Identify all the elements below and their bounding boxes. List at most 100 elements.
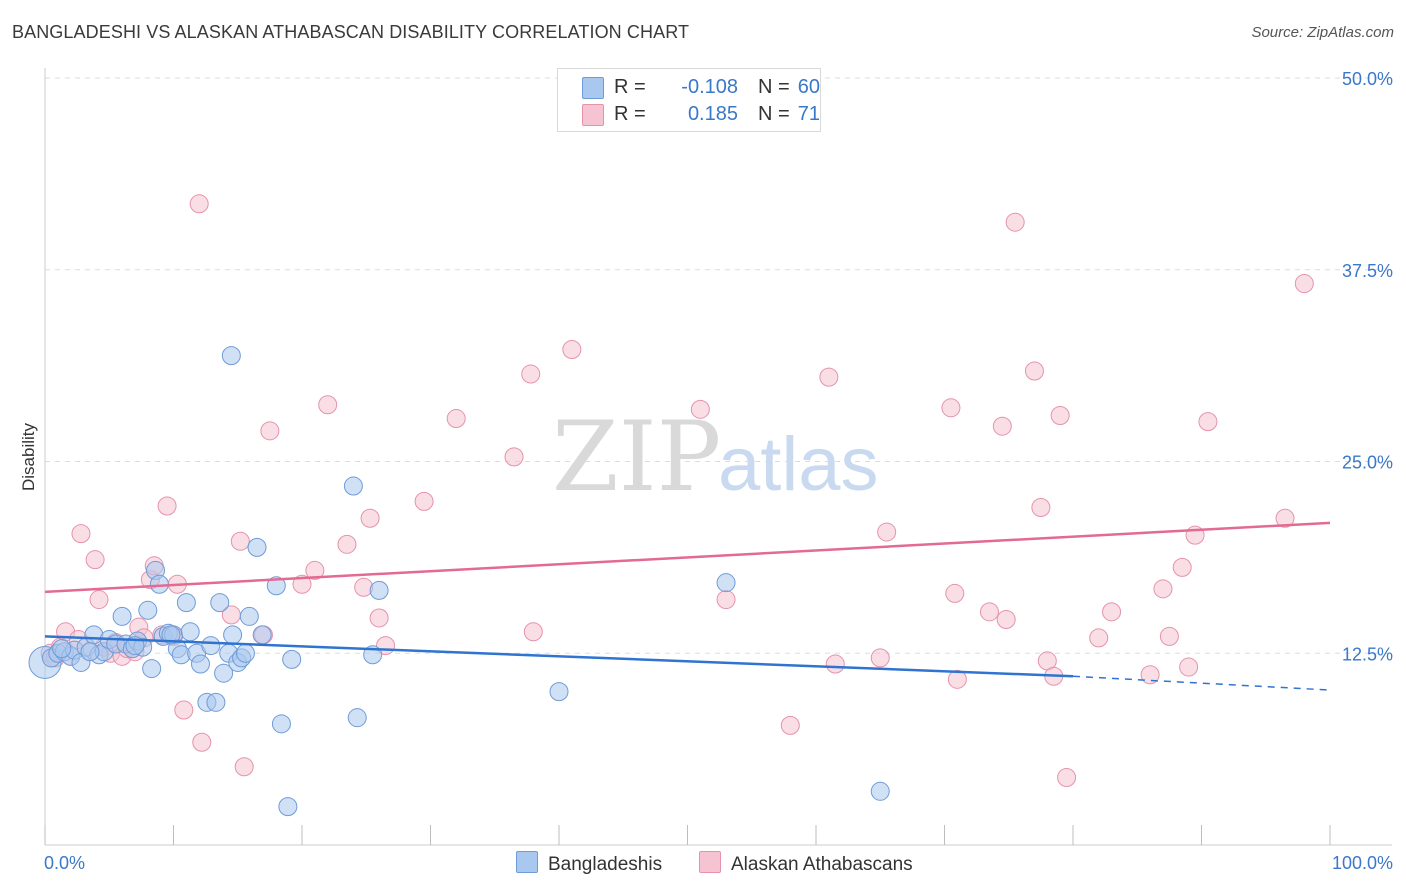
- data-point-alaskan-athabascan: [1057, 768, 1077, 788]
- y-tick-label: 12.5%: [1342, 644, 1393, 664]
- data-point-alaskan-athabascan: [369, 608, 389, 628]
- axis-labels: 12.5% 25.0% 37.5% 50.0% 0.0% 100.0% Disability: [19, 69, 1393, 873]
- data-point-bangladeshi: [239, 606, 259, 626]
- data-point-alaskan-athabascan: [292, 574, 312, 594]
- x-tick-label-max: 100.0%: [1332, 853, 1393, 873]
- data-point-alaskan-athabascan: [157, 496, 177, 516]
- data-point-bangladeshi: [252, 625, 272, 645]
- data-point-bangladeshi: [282, 649, 302, 669]
- data-point-alaskan-athabascan: [360, 508, 380, 528]
- data-point-bangladeshi: [80, 642, 100, 662]
- data-point-alaskan-athabascan: [562, 340, 582, 360]
- legend-r-value: -0.108: [681, 76, 738, 98]
- data-point-alaskan-athabascan: [1050, 405, 1070, 425]
- series-bangladeshis-points: [28, 346, 890, 817]
- data-point-alaskan-athabascan: [1005, 212, 1025, 232]
- data-point-bangladeshi: [201, 636, 221, 656]
- data-point-alaskan-athabascan: [979, 602, 999, 622]
- data-point-alaskan-athabascan: [1089, 628, 1109, 648]
- legend-n-value: 71: [797, 103, 820, 125]
- data-point-bangladeshi: [247, 537, 267, 557]
- data-point-alaskan-athabascan: [1179, 657, 1199, 677]
- data-point-bangladeshi: [180, 622, 200, 642]
- data-point-bangladeshi: [235, 643, 255, 663]
- legend-n-value: 60: [797, 76, 820, 98]
- legend-swatch-pink: [582, 104, 604, 126]
- data-point-alaskan-athabascan: [877, 522, 897, 542]
- data-point-bangladeshi: [206, 692, 226, 712]
- data-point-bangladeshi: [223, 625, 243, 645]
- bottom-legend-alaskan-athabascans: Alaskan Athabascans: [699, 851, 913, 876]
- correlation-legend: R = -0.108 N = 60 R = 0.185 N = 71: [557, 68, 821, 132]
- data-point-alaskan-athabascan: [446, 409, 466, 429]
- data-point-alaskan-athabascan: [234, 757, 254, 777]
- source-label: Source: ZipAtlas.com: [1251, 24, 1394, 41]
- data-point-alaskan-athabascan: [1198, 412, 1218, 432]
- data-point-bangladeshi: [112, 606, 132, 626]
- data-point-alaskan-athabascan: [690, 399, 710, 419]
- trend-line-bangladeshis: [44, 635, 1074, 678]
- data-point-bangladeshi: [278, 797, 298, 817]
- data-point-bangladeshi: [870, 781, 890, 801]
- data-point-bangladeshi: [214, 663, 234, 683]
- data-point-bangladeshi: [343, 476, 363, 496]
- data-point-bangladeshi: [142, 659, 162, 679]
- data-point-alaskan-athabascan: [523, 622, 543, 642]
- data-point-alaskan-athabascan: [870, 648, 890, 668]
- data-point-alaskan-athabascan: [1140, 665, 1160, 685]
- bottom-legend-swatch-pink: [699, 851, 721, 873]
- data-point-alaskan-athabascan: [1172, 557, 1192, 577]
- data-point-alaskan-athabascan: [1159, 626, 1179, 646]
- data-point-alaskan-athabascan: [71, 524, 91, 544]
- data-point-alaskan-athabascan: [89, 590, 109, 610]
- data-point-bangladeshi: [271, 714, 291, 734]
- trend-line-alaskan-athabascans: [44, 521, 1331, 594]
- data-point-alaskan-athabascan: [992, 416, 1012, 436]
- watermark: ZIP atlas: [552, 401, 879, 513]
- data-point-alaskan-athabascan: [230, 531, 250, 551]
- data-point-bangladeshi: [716, 573, 736, 593]
- data-point-alaskan-athabascan: [1031, 498, 1051, 518]
- data-point-alaskan-athabascan: [1102, 602, 1122, 622]
- data-point-bangladeshi: [138, 600, 158, 620]
- data-point-bangladeshi: [266, 576, 286, 596]
- data-point-alaskan-athabascan: [1153, 579, 1173, 599]
- data-point-bangladeshi: [221, 346, 241, 366]
- data-point-bangladeshi: [52, 639, 72, 659]
- data-point-bangladeshi: [176, 593, 196, 613]
- bottom-legend-bangladeshis: Bangladeshis: [516, 851, 662, 876]
- y-tick-label: 50.0%: [1342, 69, 1393, 89]
- data-point-alaskan-athabascan: [716, 590, 736, 610]
- legend-r-value: 0.185: [687, 103, 738, 125]
- bottom-legend-label: Bangladeshis: [548, 854, 663, 875]
- bottom-legend-swatch-blue: [516, 851, 538, 873]
- data-point-bangladeshi: [347, 708, 367, 728]
- legend-swatch-blue: [582, 77, 604, 99]
- data-point-alaskan-athabascan: [1024, 361, 1044, 381]
- y-tick-label: 25.0%: [1342, 453, 1393, 473]
- data-point-alaskan-athabascan: [174, 700, 194, 720]
- data-point-alaskan-athabascan: [945, 583, 965, 603]
- legend-r-label: R =: [614, 103, 646, 125]
- data-point-alaskan-athabascan: [1294, 274, 1314, 294]
- trend-line-bangladeshis-extension: [1072, 675, 1331, 691]
- watermark-atlas: atlas: [718, 422, 879, 507]
- data-point-alaskan-athabascan: [354, 577, 374, 597]
- trend-lines: [44, 521, 1331, 691]
- data-point-alaskan-athabascan: [825, 654, 845, 674]
- data-point-alaskan-athabascan: [941, 398, 961, 418]
- data-point-alaskan-athabascan: [305, 560, 325, 580]
- bottom-legend-label: Alaskan Athabascans: [731, 854, 913, 875]
- data-point-alaskan-athabascan: [260, 421, 280, 441]
- y-tick-label: 37.5%: [1342, 261, 1393, 281]
- legend-n-label: N =: [758, 76, 790, 98]
- data-point-bangladeshi: [161, 625, 181, 645]
- legend-n-label: N =: [758, 103, 790, 125]
- data-point-bangladeshi: [210, 593, 230, 613]
- watermark-zip: ZIP: [552, 401, 721, 513]
- data-point-alaskan-athabascan: [318, 395, 338, 415]
- data-point-alaskan-athabascan: [337, 534, 357, 554]
- data-point-alaskan-athabascan: [1275, 508, 1295, 528]
- x-tick-label-min: 0.0%: [44, 853, 85, 873]
